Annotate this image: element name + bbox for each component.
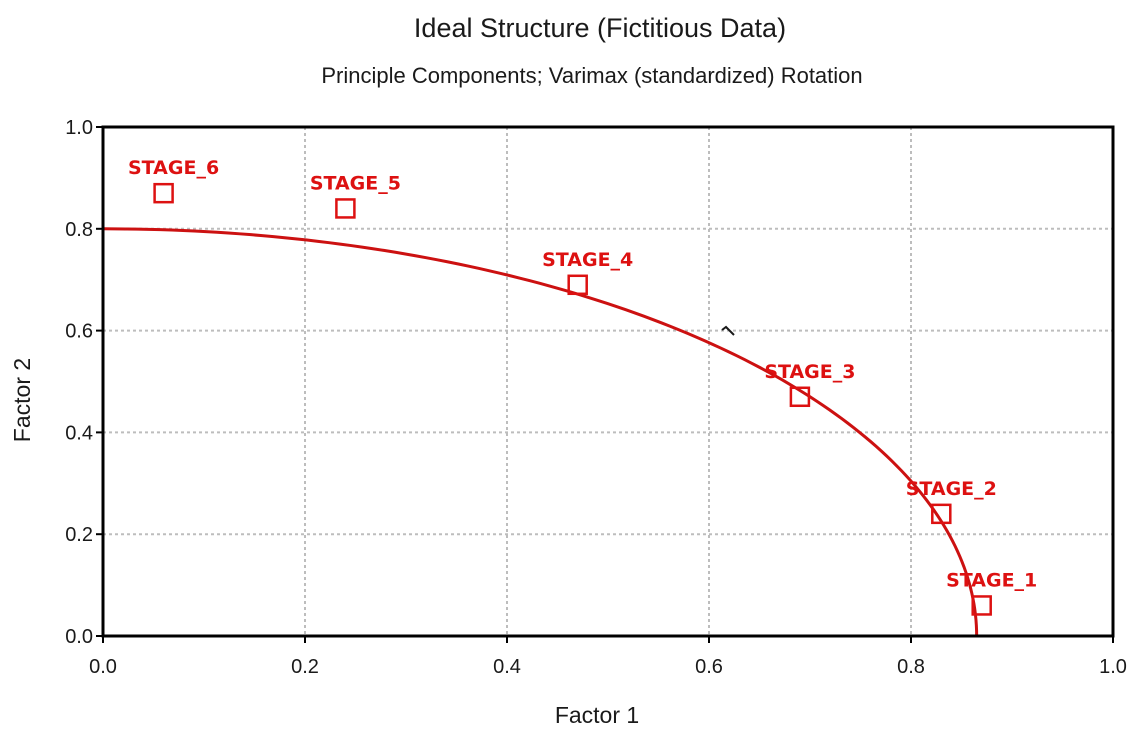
mouse-cursor-mark (721, 325, 735, 336)
x-tick-label: 0.6 (695, 656, 723, 678)
x-axis-label: Factor 1 (555, 702, 639, 728)
fitted-curve (102, 227, 979, 637)
x-tick-label: 0.2 (291, 656, 319, 678)
point-marker (567, 274, 588, 296)
y-tick-label: 0.4 (65, 422, 93, 444)
plot-frame (101, 125, 1115, 638)
axis-ticks: 0.0 0.2 0.4 0.6 0.8 1.0 0.0 0.2 0.4 0.6 0.8 1.0 (65, 117, 1127, 678)
y-tick-label: 0.2 (65, 524, 93, 546)
y-tick-label: 0.0 (65, 626, 93, 648)
data-points: STAGE_1 STAGE_2 STAGE_3 STAGE_4 STAGE_5 STAGE… (128, 157, 1037, 616)
point-label: STAGE_5 (310, 172, 401, 194)
point-marker (153, 182, 174, 204)
point-label: STAGE_1 (946, 569, 1037, 591)
fitted-curve-layer (102, 227, 979, 637)
point-label: STAGE_3 (764, 361, 855, 383)
point-label: STAGE_2 (906, 478, 997, 500)
y-tick-label: 1.0 (65, 117, 93, 139)
point-marker (931, 503, 952, 525)
point-marker (789, 386, 811, 408)
y-tick-label: 0.6 (65, 321, 93, 343)
point-label: STAGE_4 (542, 249, 633, 271)
chart-subtitle: Principle Components; Varimax (standardi… (321, 63, 862, 88)
grid-lines (103, 127, 1113, 636)
point-marker (971, 595, 992, 616)
point-label: STAGE_6 (128, 157, 219, 179)
x-tick-label: 0.8 (897, 656, 925, 678)
y-tick-label: 0.8 (65, 219, 93, 241)
x-tick-label: 1.0 (1099, 656, 1127, 678)
x-tick-label: 0.0 (89, 656, 117, 678)
chart-title: Ideal Structure (Fictitious Data) (414, 13, 786, 43)
point-marker (335, 198, 356, 219)
y-axis-label: Factor 2 (9, 358, 35, 442)
x-tick-label: 0.4 (493, 656, 521, 678)
